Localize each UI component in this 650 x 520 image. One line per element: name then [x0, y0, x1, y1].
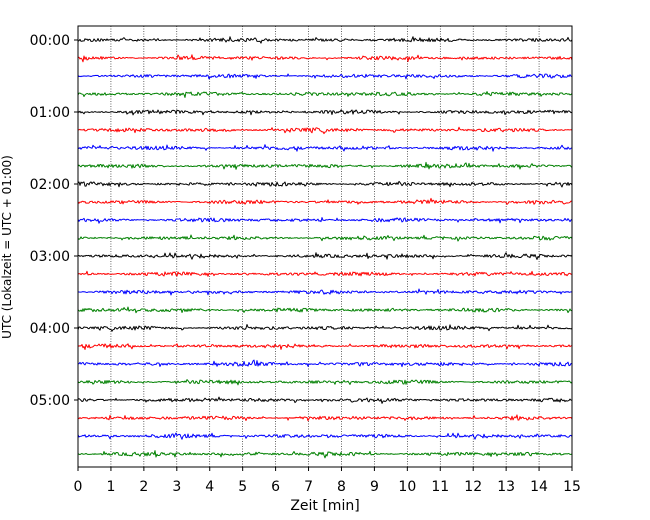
x-axis-ticks: 0 1 2 3 4 5 6 7 8 9 10 11 12 13 14 15 [74, 467, 581, 495]
trace-15 [77, 306, 573, 314]
trace-2 [77, 73, 573, 80]
x-tick-label-14: 14 [530, 479, 548, 495]
trace-13 [77, 270, 573, 277]
x-tick-label-4: 4 [205, 479, 214, 495]
trace-17 [77, 343, 573, 350]
trace-5 [77, 126, 573, 135]
y-tick-label-1: 01:00 [30, 105, 70, 121]
x-axis-title: Zeit [min] [290, 498, 359, 514]
trace-12 [77, 252, 573, 260]
x-tick-label-5: 5 [238, 479, 247, 495]
trace-22 [77, 432, 573, 440]
x-tick-label-3: 3 [172, 479, 181, 495]
trace-7 [77, 161, 573, 170]
trace-0 [77, 36, 573, 44]
y-axis-ticks: 00:00 01:00 02:00 03:00 04:00 05:00 [30, 33, 78, 409]
x-grid [110, 26, 540, 467]
seismic-traces [77, 36, 573, 459]
trace-14 [77, 288, 573, 296]
x-tick-label-12: 12 [464, 479, 482, 495]
x-tick-label-7: 7 [304, 479, 313, 495]
y-tick-label-5: 05:00 [30, 393, 70, 409]
trace-3 [77, 91, 573, 98]
trace-23 [77, 450, 573, 459]
y-tick-label-0: 00:00 [30, 33, 70, 49]
trace-1 [77, 54, 573, 63]
x-tick-label-10: 10 [398, 479, 416, 495]
y-axis-title: UTC (Lokalzeit = UTC + 01:00) [0, 155, 14, 339]
x-tick-label-2: 2 [139, 479, 148, 495]
y-tick-label-4: 04:00 [30, 321, 70, 337]
x-tick-label-9: 9 [370, 479, 379, 495]
y-tick-label-2: 02:00 [30, 177, 70, 193]
x-tick-label-6: 6 [271, 479, 280, 495]
x-tick-label-13: 13 [497, 479, 515, 495]
trace-10 [77, 217, 573, 224]
x-tick-label-1: 1 [106, 479, 115, 495]
trace-19 [77, 379, 573, 386]
trace-6 [77, 144, 573, 152]
trace-18 [77, 359, 573, 368]
trace-8 [77, 180, 573, 188]
trace-20 [77, 396, 573, 404]
x-tick-label-8: 8 [337, 479, 346, 495]
y-tick-label-3: 03:00 [30, 249, 70, 265]
trace-9 [77, 197, 573, 205]
trace-4 [77, 109, 573, 116]
trace-21 [77, 414, 573, 422]
x-tick-label-15: 15 [563, 479, 581, 495]
trace-16 [77, 324, 573, 332]
x-tick-label-0: 0 [74, 479, 83, 495]
plot-frame [77, 25, 573, 468]
trace-11 [77, 234, 573, 242]
x-tick-label-11: 11 [431, 479, 449, 495]
